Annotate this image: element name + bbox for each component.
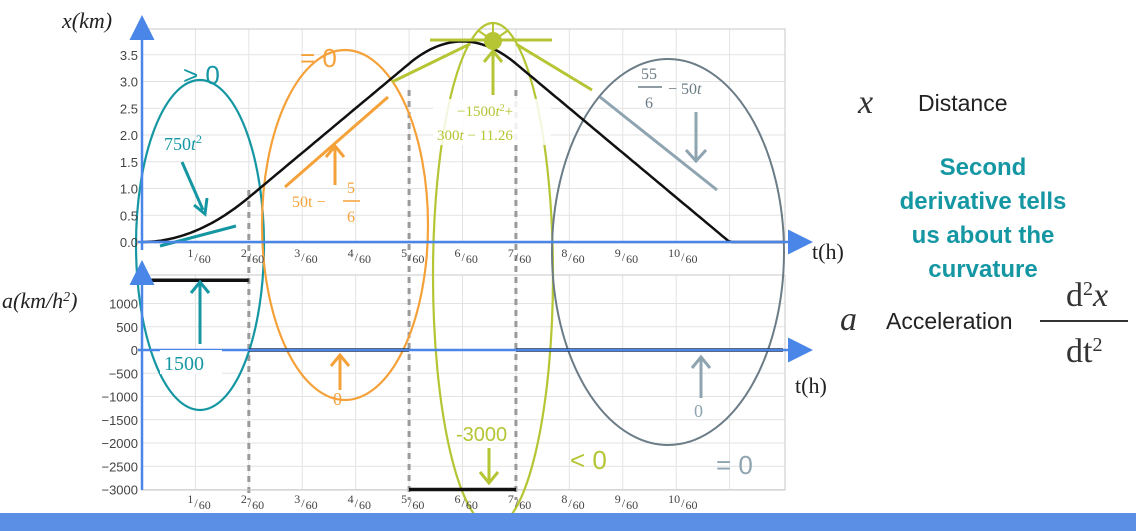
y-tick-label: −1000 xyxy=(101,390,138,405)
x-tick-label: 9/60 xyxy=(615,246,638,266)
sign-zero-orange: = 0 xyxy=(300,43,337,73)
y-tick-label: −1500 xyxy=(101,413,138,428)
y-tick-label: −3000 xyxy=(101,483,138,498)
x-tick-label: 3/60 xyxy=(294,492,317,512)
x-tick-label: 9/60 xyxy=(615,492,638,512)
dashed-guides xyxy=(247,90,518,500)
y-tick-label: −500 xyxy=(109,366,138,381)
slate-frac-den: 6 xyxy=(645,95,653,112)
teal-value-bg xyxy=(160,350,222,374)
x-tick-label: 5/60 xyxy=(401,246,424,266)
x-tick-label: 5/60 xyxy=(401,492,424,512)
x-tick-label: 10/60 xyxy=(668,492,697,512)
x-tick-label: 10/60 xyxy=(668,246,697,266)
bottom-plot-grid xyxy=(142,275,785,490)
slate-value: 0 xyxy=(694,401,703,421)
curvature-note: Second derivative tells us about the curvat… xyxy=(900,154,1067,283)
slate-ellipse xyxy=(551,58,785,446)
y-tick-label: 0 xyxy=(131,343,138,358)
x-tick-label: 6/60 xyxy=(455,492,478,512)
lime-tangent-left xyxy=(391,42,471,84)
y-tick-label: 3.0 xyxy=(120,75,138,90)
top-y-tick-labels: 0.0 0.5 1.0 1.5 2.0 2.5 3.0 3.5 xyxy=(120,48,138,250)
acceleration-symbol: a xyxy=(840,301,857,338)
y-tick-label: 3.5 xyxy=(120,48,138,63)
x-tick-label: 2/60 xyxy=(241,246,264,266)
x-tick-label: 4/60 xyxy=(348,246,371,266)
bottom-x-axis-title: t(h) xyxy=(795,373,827,398)
orange-value: 0 xyxy=(333,389,342,409)
teal-arrow xyxy=(180,161,209,217)
x-tick-label: 6/60 xyxy=(455,246,478,266)
lime-formula-bg xyxy=(433,99,551,145)
bottom-y-tick-labels: 1000 500 0 −500 −1000 −1500 −2000 −2500 −3000 xyxy=(101,297,138,498)
orange-frac-num: 5 xyxy=(347,180,355,197)
slate-tangent-line xyxy=(599,95,718,192)
sign-positive: > 0 xyxy=(183,60,220,90)
x-tick-label: 8/60 xyxy=(561,246,584,266)
peak-point xyxy=(484,32,502,50)
y-tick-label: 0.0 xyxy=(120,235,138,250)
lime-formula-line2: 300t − 11.26 xyxy=(437,128,513,144)
orange-arrow xyxy=(324,143,346,185)
x-tick-label: 1/60 xyxy=(187,492,210,512)
teal-formula: 750t2 xyxy=(164,132,202,154)
distance-symbol: x xyxy=(857,84,873,121)
lime-bottom-arrow xyxy=(478,448,500,486)
y-tick-label: 2.5 xyxy=(120,101,138,116)
bottom-x-tick-labels: 1/60 2/60 3/60 4/60 5/60 6/60 7/60 8/60 9/60 10/6… xyxy=(187,492,697,512)
orange-tangent-line xyxy=(284,95,389,189)
y-tick-label: 0.5 xyxy=(120,208,138,223)
y-tick-label: 1.0 xyxy=(120,182,138,197)
y-tick-label: 500 xyxy=(116,320,138,335)
slate-frac-num: 55 xyxy=(641,66,657,83)
x-tick-label: 4/60 xyxy=(348,492,371,512)
top-x-axis-title: t(h) xyxy=(812,239,844,264)
x-tick-label: 2/60 xyxy=(241,492,264,512)
sign-zero-slate: = 0 xyxy=(716,450,753,480)
slate-bottom-arrow xyxy=(690,354,712,398)
lime-arrow xyxy=(482,48,504,95)
slate-formula-rest: − 50t xyxy=(668,81,702,98)
bottom-plot-frame xyxy=(141,274,786,491)
y-tick-label: −2500 xyxy=(101,459,138,474)
x-tick-label: 3/60 xyxy=(294,246,317,266)
y-tick-label: 1.5 xyxy=(120,155,138,170)
derivative-denominator: dt2 xyxy=(1066,333,1102,370)
x-tick-label: 1/60 xyxy=(187,246,210,266)
bottom-y-axis-title: a(km/h2) xyxy=(2,288,77,313)
top-x-tick-labels: 1/60 2/60 3/60 4/60 5/60 6/60 7/60 8/60 9/60 10/6… xyxy=(187,246,697,266)
lime-tangent-right xyxy=(515,42,593,92)
y-tick-label: 1000 xyxy=(109,297,138,312)
lime-value: -3000 xyxy=(456,424,507,446)
slate-arrow xyxy=(684,112,708,164)
orange-ellipse xyxy=(260,48,430,402)
teal-bottom-arrow xyxy=(189,279,211,344)
teal-value: 1500 xyxy=(164,353,204,375)
sign-negative: < 0 xyxy=(570,445,607,475)
derivative-numerator: d2x xyxy=(1066,277,1108,314)
orange-formula-main: 50t − xyxy=(292,194,325,211)
x-tick-label: 7/60 xyxy=(508,246,531,266)
top-y-axis-title: x(km) xyxy=(61,8,112,33)
y-tick-label: −2000 xyxy=(101,436,138,451)
orange-frac-den: 6 xyxy=(347,209,355,226)
distance-label: Distance xyxy=(918,90,1007,116)
footer-bar xyxy=(0,513,1136,531)
lime-formula-line1: −1500t2+ xyxy=(457,103,513,121)
x-tick-label: 8/60 xyxy=(561,492,584,512)
chart-canvas: 0.00.51.01.52.02.53.03.5 10005000−500−10… xyxy=(2,8,1128,513)
teal-ellipse xyxy=(134,78,266,412)
orange-bottom-arrow xyxy=(329,352,351,390)
y-tick-label: 2.0 xyxy=(120,128,138,143)
x-tick-label: 7/60 xyxy=(508,492,531,512)
acceleration-label: Acceleration xyxy=(886,308,1013,334)
